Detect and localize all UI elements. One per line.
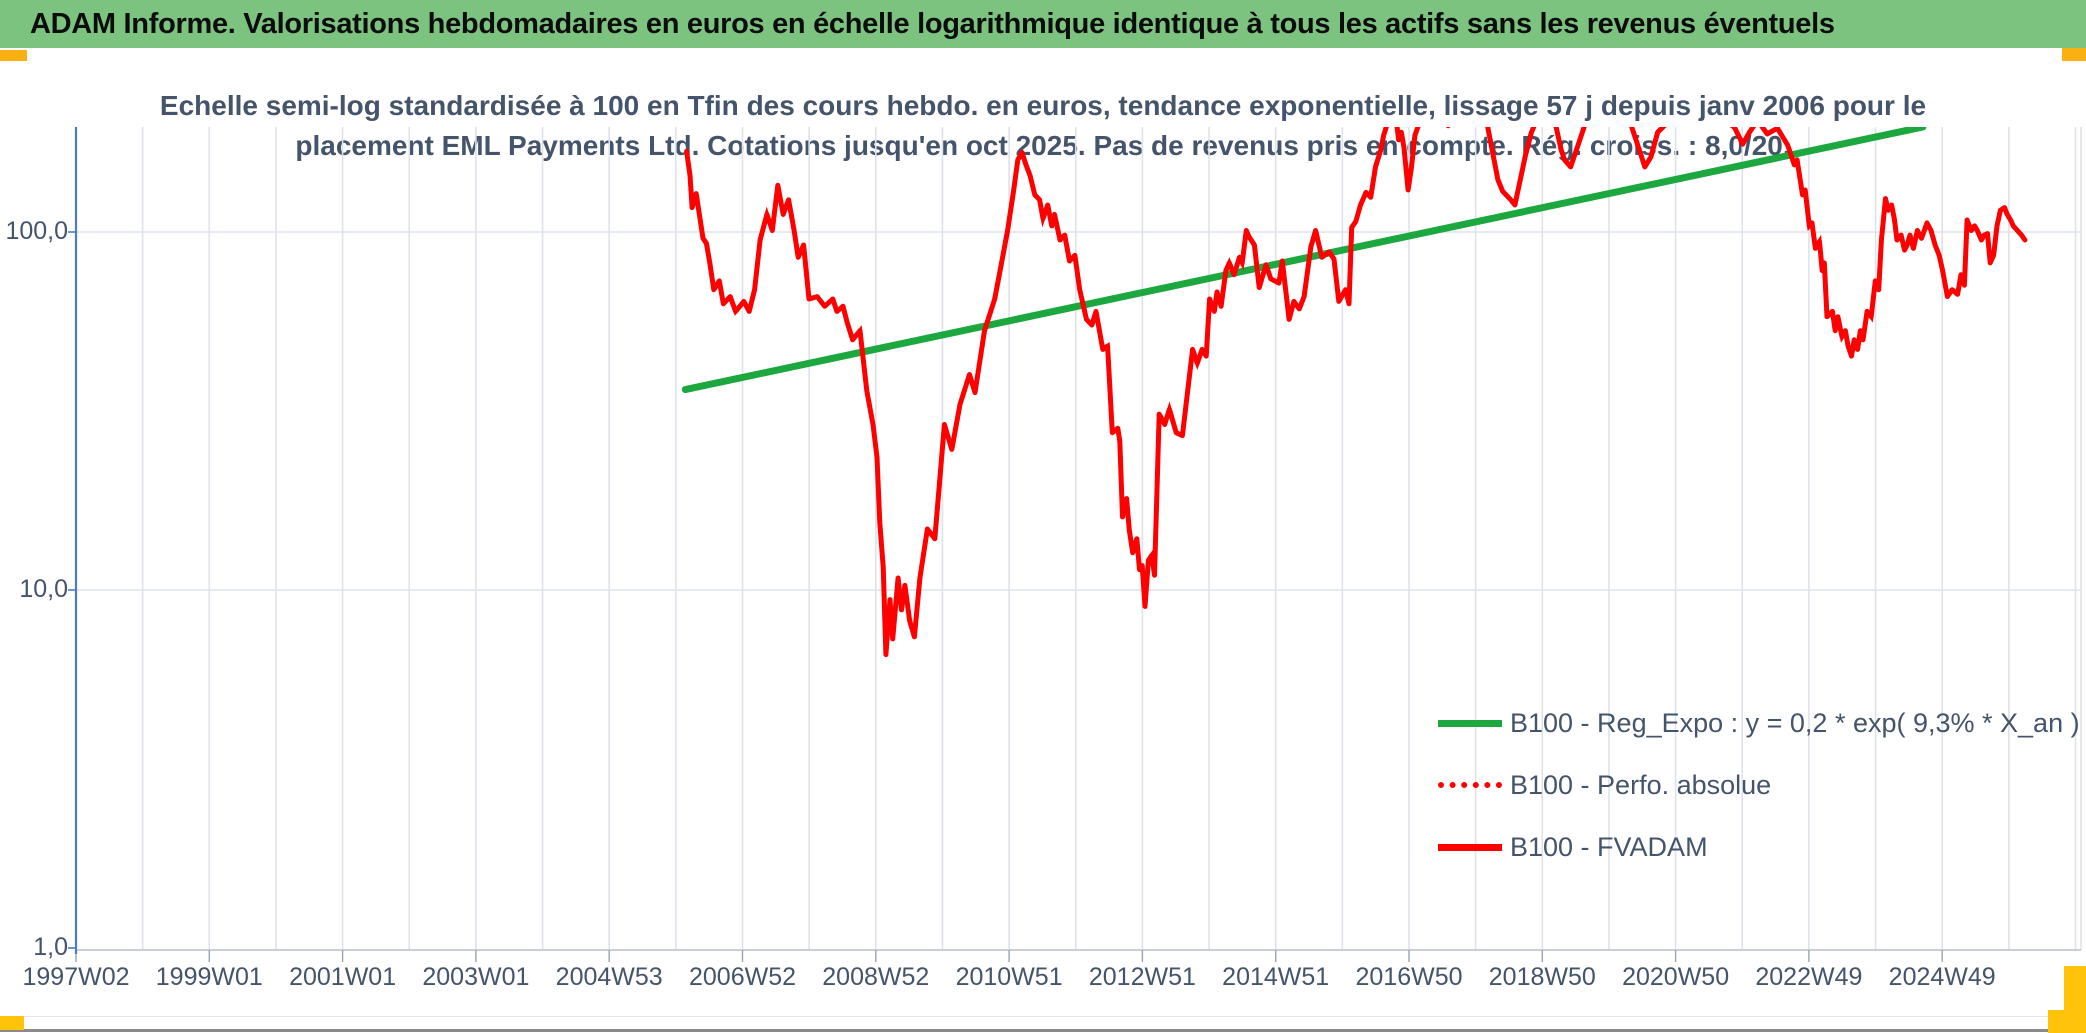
x-tick-label: 2003W01 — [422, 963, 530, 991]
x-tick-label: 2008W52 — [822, 963, 930, 991]
gold-square-top-left — [0, 50, 27, 61]
legend-label: B100 - Reg_Expo : y = 0,2 * exp( 9,3% * … — [1510, 707, 2080, 738]
bottom-divider-light — [0, 1016, 2086, 1017]
series-fvadam-line[interactable] — [684, 106, 2028, 658]
red-line-swatch — [1438, 843, 1502, 851]
x-tick-label: 2024W49 — [1888, 963, 1996, 991]
x-tick-label: 1997W02 — [22, 963, 130, 991]
y-tick-label: 10,0 — [19, 575, 68, 603]
y-tick-label: 100,0 — [5, 217, 68, 245]
legend-label: B100 - Perfo. absolue — [1510, 769, 1772, 800]
legend[interactable]: B100 - Reg_Expo : y = 0,2 * exp( 9,3% * … — [1438, 692, 2080, 878]
gold-square-bottom-left — [0, 1016, 24, 1030]
gold-square-top-right — [2062, 48, 2086, 61]
y-tick-label: 1,0 — [33, 933, 68, 961]
legend-item-perfo-absolue[interactable]: B100 - Perfo. absolue — [1438, 754, 2080, 816]
legend-item-fvadam[interactable]: B100 - FVADAM — [1438, 816, 2080, 878]
x-tick-label: 1999W01 — [155, 963, 263, 991]
bottom-divider — [0, 1029, 2086, 1032]
x-tick-label: 2004W53 — [555, 963, 663, 991]
green-line-swatch — [1438, 719, 1502, 727]
series-perfo-absolue-dotted[interactable] — [684, 106, 2027, 655]
x-tick-label: 2012W51 — [1088, 963, 1196, 991]
x-tick-label: 2001W01 — [289, 963, 397, 991]
chart-title-line1: Echelle semi-log standardisée à 100 en T… — [159, 90, 1927, 121]
series-regexpo-line[interactable] — [681, 127, 1927, 394]
x-tick-label: 2016W50 — [1355, 963, 1463, 991]
gold-foot-bottom-right — [2048, 1010, 2086, 1033]
legend-item-regexpo[interactable]: B100 - Reg_Expo : y = 0,2 * exp( 9,3% * … — [1438, 692, 2080, 754]
header-title: ADAM Informe. Valorisations hebdomadaire… — [30, 8, 1835, 40]
x-tick-label: 2014W51 — [1222, 963, 1330, 991]
x-tick-label: 2006W52 — [688, 963, 797, 991]
x-tick-label: 2020W50 — [1622, 963, 1730, 991]
red-dotted-line-swatch — [1438, 782, 1502, 788]
x-tick-label: 2018W50 — [1488, 963, 1596, 991]
chart-title: Echelle semi-log standardisée à 100 en T… — [0, 86, 2086, 166]
x-tick-label: 2010W51 — [955, 963, 1063, 991]
chart-title-line2: placement EML Payments Ltd. Cotations ju… — [295, 130, 1791, 161]
header-bar: ADAM Informe. Valorisations hebdomadaire… — [0, 0, 2086, 48]
legend-label: B100 - FVADAM — [1510, 831, 1708, 862]
chart-gridlines — [68, 127, 2082, 962]
x-tick-label: 2022W49 — [1755, 963, 1863, 991]
